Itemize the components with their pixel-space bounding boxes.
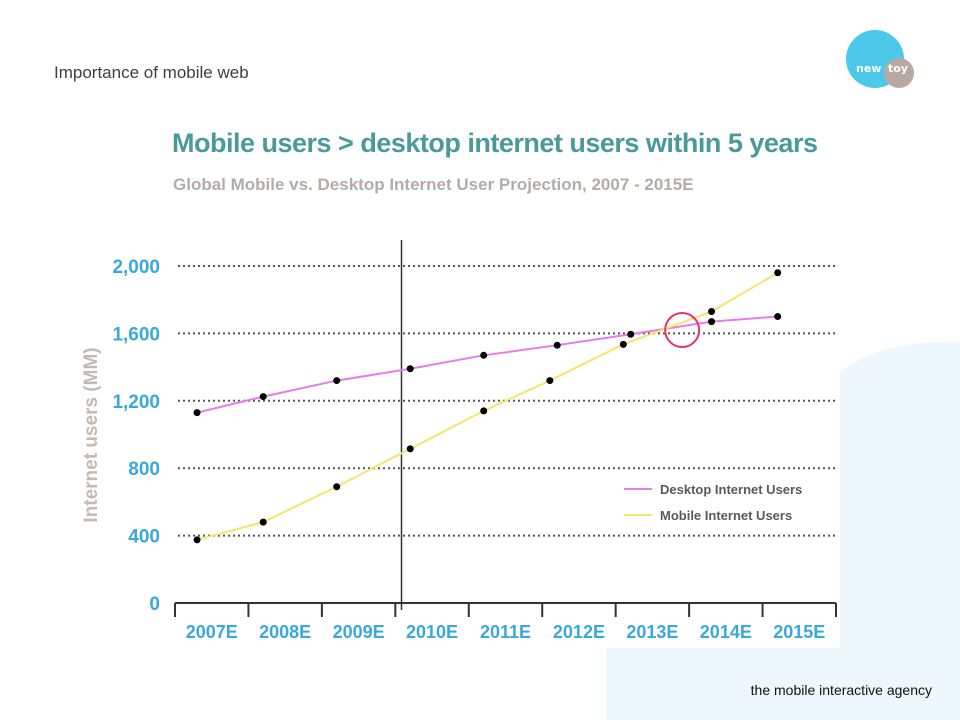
x-tick-label: 2007E [186,622,238,642]
x-tick-label: 2012E [553,622,605,642]
mobile-data-point [708,307,716,315]
mobile-data-point [259,518,267,526]
legend-label: Mobile Internet Users [660,508,792,523]
desktop-data-point [774,313,782,321]
y-tick-label: 2,000 [112,257,160,278]
x-tick-label: 2011E [480,622,531,642]
desktop-data-point [333,377,341,385]
mobile-data-point [406,445,414,453]
mobile-series-line [196,271,779,541]
mobile-data-point [480,407,488,415]
slide-title: Importance of mobile web [54,63,249,82]
x-tick-label: 2014E [700,622,752,642]
desktop-data-point [406,365,414,373]
logo-bubble-small [884,58,914,88]
y-tick-label: 0 [149,594,160,615]
legend-label: Desktop Internet Users [660,482,802,497]
mobile-data-point [546,377,554,385]
desktop-data-point [553,341,561,349]
mobile-data-point [193,536,201,544]
y-tick-label: 1,200 [112,392,160,413]
desktop-data-point [480,351,488,359]
footer-tagline: the mobile interactive agency [750,682,932,698]
mobile-data-point [333,483,341,491]
x-tick-label: 2009E [333,622,385,642]
y-axis-label: Internet users (MM) [81,347,102,522]
logo-word-new: new [856,62,882,75]
x-tick-label: 2013E [626,622,678,642]
mobile-data-point [774,269,782,277]
desktop-data-point [193,409,201,417]
x-tick-label: 2010E [406,622,458,642]
y-tick-label: 1,600 [112,324,160,345]
mobile-data-point [619,340,627,348]
chart-title: Mobile users > desktop internet users wi… [172,128,818,158]
new-toy-logo: new toy [844,28,914,90]
logo-word-toy: toy [888,62,908,75]
chart-subtitle: Global Mobile vs. Desktop Internet User … [173,175,694,194]
x-tick-label: 2015E [773,622,825,642]
desktop-data-point [259,393,267,401]
x-tick-label: 2008E [259,622,311,642]
y-tick-label: 400 [128,527,160,548]
desktop-series-line [196,315,778,414]
desktop-data-point [627,330,635,338]
desktop-data-point [708,318,716,326]
crossover-highlight-circle [664,312,701,349]
y-tick-label: 800 [128,459,160,480]
